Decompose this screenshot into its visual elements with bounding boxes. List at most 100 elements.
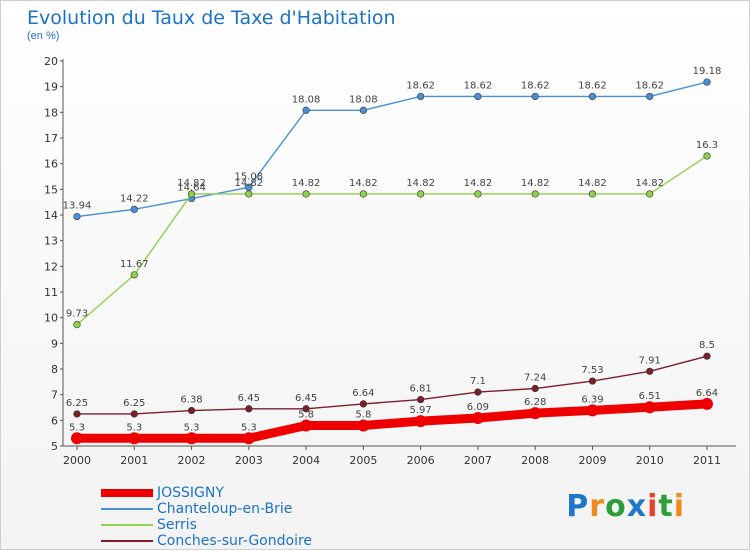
legend-swatch-serris — [101, 524, 153, 526]
y-tick-label: 17 — [44, 132, 58, 145]
data-label-3: 8.5 — [699, 340, 715, 351]
y-tick-label: 20 — [44, 55, 58, 68]
data-point-3 — [73, 410, 81, 418]
series-line-2 — [76, 155, 708, 326]
logo-letter: o — [605, 489, 627, 524]
data-point-3 — [703, 352, 711, 360]
series-line-3 — [76, 355, 708, 415]
data-point-1 — [474, 92, 482, 101]
data-label-2: 11.67 — [120, 259, 149, 270]
chart-axes: 5 6 7 8 9 10 11 12 13 14 15 16 17 18 19 20 2000 2001 2002 2… — [44, 55, 736, 467]
data-label-0: 6.51 — [639, 391, 661, 402]
data-label-1: 18.08 — [292, 94, 321, 105]
series-line-0 — [72, 399, 712, 443]
data-point-0 — [643, 401, 656, 414]
data-label-1: 18.62 — [521, 80, 550, 91]
data-point-3 — [531, 384, 539, 393]
data-point-3 — [187, 406, 196, 415]
y-tick-label: 5 — [51, 440, 58, 453]
y-tick-label: 16 — [44, 158, 58, 171]
y-tick-label: 6 — [51, 414, 58, 427]
data-point-3 — [302, 405, 310, 413]
x-tick-label: 2011 — [693, 454, 721, 467]
legend-swatch-jossigny — [101, 489, 153, 497]
data-label-2: 14.82 — [234, 178, 263, 189]
data-label-3: 6.45 — [238, 393, 260, 404]
data-label-0: 5.3 — [184, 422, 200, 433]
data-point-1 — [417, 92, 425, 101]
data-label-0: 5.3 — [126, 422, 142, 433]
y-tick-label: 12 — [44, 260, 58, 273]
legend-label-chanteloup: Chanteloup-en-Brie — [157, 501, 293, 517]
logo-letter: r — [589, 489, 606, 524]
data-label-1: 13.94 — [63, 201, 92, 212]
x-tick-label: 2000 — [63, 454, 91, 467]
data-label-3: 6.64 — [352, 388, 374, 399]
data-label-0: 5.8 — [355, 409, 371, 420]
data-point-1 — [73, 212, 81, 221]
data-point-0 — [242, 432, 255, 445]
data-label-3: 6.81 — [410, 384, 432, 395]
data-label-0: 6.09 — [467, 402, 489, 413]
data-point-1 — [130, 205, 138, 213]
data-labels-layer: 5.3 5.3 5.3 5.3 5.8 5.8 5.97 6.09 6.28 6.39 6.51 6.… — [63, 66, 722, 433]
data-point-3 — [474, 388, 482, 396]
legend-label-jossigny: JOSSIGNY — [157, 485, 224, 501]
data-point-2 — [359, 190, 367, 198]
y-tick-label: 15 — [44, 183, 58, 196]
data-point-0 — [414, 415, 427, 428]
legend-label-conches: Conches-sur-Gondoire — [157, 533, 313, 549]
series-line-1 — [76, 81, 708, 218]
data-point-3 — [245, 405, 253, 413]
data-point-3 — [417, 395, 425, 404]
data-point-1 — [646, 92, 654, 101]
data-label-3: 7.1 — [470, 376, 486, 387]
data-label-0: 6.39 — [581, 394, 603, 405]
data-label-3: 7.53 — [581, 365, 603, 376]
data-point-0 — [529, 407, 542, 420]
data-point-1 — [359, 106, 367, 114]
data-point-2 — [703, 152, 711, 160]
logo-letter: i — [647, 489, 659, 524]
data-point-3 — [588, 377, 597, 385]
data-label-2: 14.82 — [578, 178, 607, 189]
data-point-2 — [302, 190, 310, 198]
data-label-2: 14.82 — [177, 178, 206, 189]
data-label-3: 7.91 — [639, 355, 661, 366]
data-label-1: 18.08 — [349, 94, 378, 105]
data-label-0: 5.3 — [69, 422, 85, 433]
data-label-2: 9.73 — [66, 309, 88, 320]
data-label-3: 6.25 — [66, 398, 88, 409]
data-point-2 — [646, 190, 654, 198]
data-label-1: 18.62 — [406, 80, 435, 91]
data-label-1: 19.18 — [693, 66, 722, 77]
logo-letter: P — [566, 489, 590, 524]
chart-subtitle: (en %) — [27, 30, 60, 42]
data-point-1 — [531, 92, 539, 101]
data-label-1: 14.64 — [177, 183, 206, 194]
y-tick-label: 13 — [44, 235, 58, 248]
x-tick-label: 2002 — [178, 454, 206, 467]
data-point-0 — [71, 432, 83, 445]
x-tick-label: 2003 — [235, 454, 263, 467]
data-point-0 — [300, 419, 313, 432]
data-label-1: 14.22 — [120, 193, 149, 204]
x-tick-label: 2006 — [407, 454, 435, 467]
data-label-3: 7.24 — [524, 373, 546, 384]
legend-swatch-chanteloup — [101, 508, 153, 510]
data-point-1 — [588, 92, 597, 101]
x-tick-label: 2008 — [521, 454, 549, 467]
data-point-2 — [474, 190, 482, 198]
data-label-2: 14.82 — [464, 178, 493, 189]
y-tick-label: 11 — [44, 286, 58, 299]
logo-letter: i — [673, 489, 685, 524]
data-point-0 — [586, 404, 599, 417]
x-tick-label: 2007 — [464, 454, 492, 467]
data-label-0: 6.28 — [524, 397, 546, 408]
data-point-2 — [73, 320, 81, 329]
proxiti-logo: Proxiti — [566, 489, 685, 524]
data-label-1: 18.62 — [464, 80, 493, 91]
y-tick-label: 9 — [51, 337, 58, 350]
x-tick-label: 2010 — [636, 454, 664, 467]
